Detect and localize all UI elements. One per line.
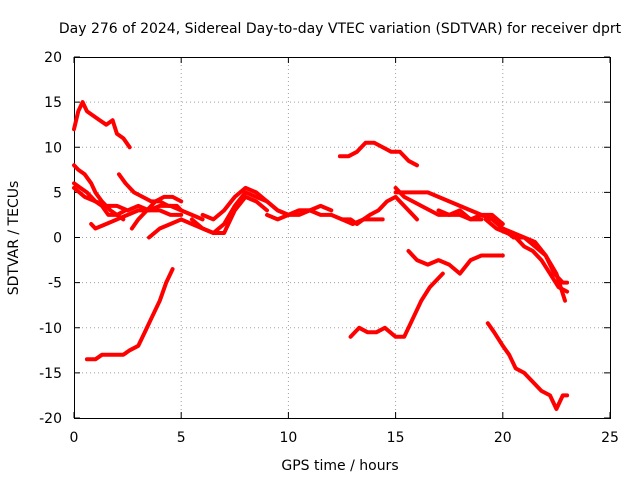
y-tick-label: -5 — [48, 276, 62, 292]
series-track-21 — [348, 271, 445, 339]
series-track-19 — [500, 226, 570, 285]
y-tick-label: -15 — [39, 366, 62, 382]
axis-ticks — [73, 56, 611, 419]
series-track-14 — [337, 140, 419, 168]
series-track-7 — [129, 194, 184, 231]
x-tick-label: 10 — [279, 430, 297, 446]
series-track-3 — [72, 163, 126, 222]
series-track-1 — [72, 100, 132, 150]
x-tick-label: 5 — [177, 430, 186, 446]
series-layer — [72, 100, 570, 411]
y-axis-label: SDTVAR / TECUs — [6, 181, 22, 296]
series-track-13 — [84, 267, 175, 362]
series-track-12 — [340, 194, 419, 226]
y-tick-label: 15 — [44, 95, 62, 111]
y-tick-label: -10 — [39, 321, 62, 337]
y-tick-label: 0 — [53, 231, 62, 247]
x-axis-label: GPS time / hours — [281, 458, 398, 474]
x-tick-label: 25 — [601, 430, 619, 446]
chart-title: Day 276 of 2024, Sidereal Day-to-day VTE… — [59, 21, 622, 37]
y-tick-label: -20 — [39, 411, 62, 427]
x-tick-label: 20 — [494, 430, 512, 446]
y-tick-label: 10 — [44, 140, 62, 156]
series-track-16 — [393, 185, 484, 222]
series-track-4 — [72, 185, 184, 217]
series-track-6 — [117, 172, 184, 213]
x-tick-label: 0 — [70, 430, 79, 446]
series-track-20 — [406, 249, 505, 276]
series-track-22 — [485, 321, 570, 411]
x-tick-labels: 0 5 10 15 20 25 — [70, 430, 619, 446]
y-tick-label: 5 — [53, 185, 62, 201]
x-tick-label: 15 — [387, 430, 405, 446]
grid-lines — [74, 57, 610, 418]
y-tick-labels: 20 15 10 5 0 -5 -10 -15 -20 — [39, 50, 62, 427]
y-tick-label: 20 — [44, 50, 62, 66]
series-track-18 — [483, 217, 570, 294]
